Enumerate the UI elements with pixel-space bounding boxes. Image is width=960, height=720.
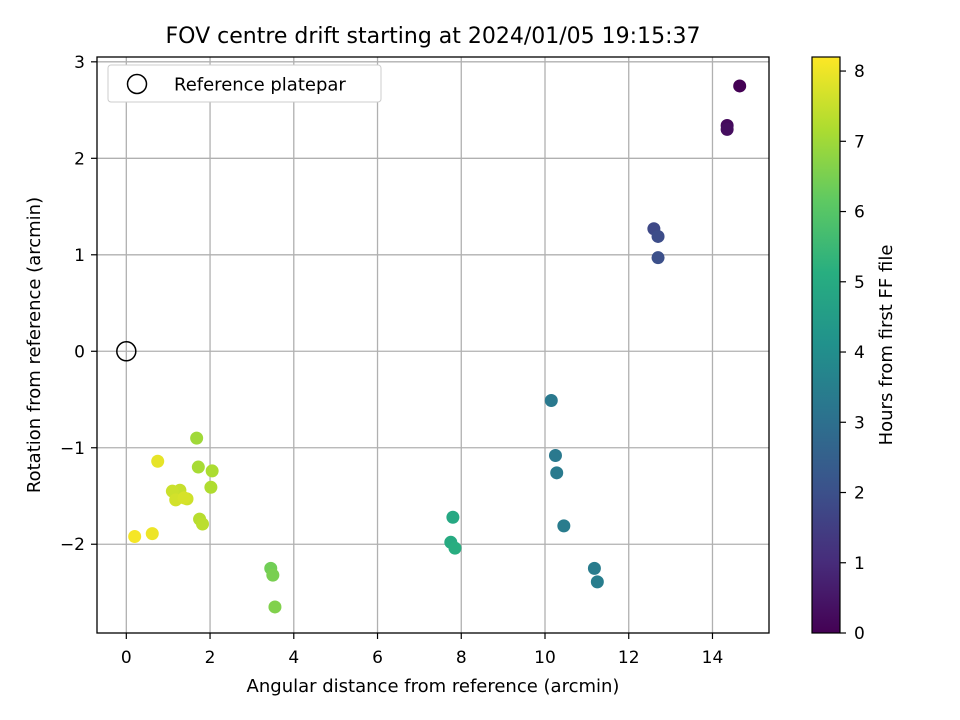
colorbar-tick-label: 6 [854, 203, 865, 223]
y-tick-label: 0 [74, 342, 85, 362]
legend-entry-reference: Reference platepar [174, 75, 346, 96]
x-axis-label: Angular distance from reference (arcmin) [247, 676, 620, 697]
colorbar-ticks: 0 1 2 3 4 5 6 7 8 [840, 62, 865, 644]
y-axis-label: Rotation from reference (arcmin) [24, 197, 45, 493]
data-point [544, 393, 558, 407]
colorbar-tick-label: 3 [854, 413, 865, 433]
data-point [190, 431, 204, 445]
data-point [651, 229, 665, 243]
data-point [196, 517, 210, 531]
y-axis: −2 −1 0 1 2 3 [60, 53, 97, 555]
x-tick-label: 10 [534, 648, 556, 668]
scatter-points [128, 79, 747, 614]
legend-box [107, 64, 382, 103]
data-point [446, 510, 460, 524]
y-tick-label: 1 [74, 246, 85, 266]
y-tick-label: −2 [60, 535, 85, 555]
data-point [268, 600, 282, 614]
colorbar-tick-label: 1 [854, 554, 865, 574]
data-point [557, 519, 571, 533]
x-tick-label: 6 [372, 648, 383, 668]
data-point [266, 568, 280, 582]
legend: Reference platepar [107, 64, 382, 103]
x-tick-label: 14 [702, 648, 724, 668]
data-point [720, 122, 734, 136]
data-point [651, 251, 665, 265]
data-point [128, 530, 142, 544]
colorbar-tick-label: 2 [854, 484, 865, 504]
data-point [448, 541, 462, 555]
y-tick-label: 2 [74, 149, 85, 169]
x-axis: 0 2 4 6 8 10 12 14 [121, 633, 723, 668]
reference-point [116, 341, 137, 362]
colorbar-tick-label: 5 [854, 273, 865, 293]
plot-frame [96, 56, 770, 634]
x-tick-label: 4 [288, 648, 299, 668]
colorbar: 0 1 2 3 4 5 6 7 8 Hours from first FF file [811, 56, 897, 644]
data-point [590, 575, 604, 589]
data-point [548, 448, 562, 462]
x-tick-label: 12 [618, 648, 640, 668]
colorbar-tick-label: 0 [854, 624, 865, 644]
data-point [145, 527, 159, 541]
colorbar-gradient [811, 56, 841, 634]
grid-lines [97, 57, 769, 633]
colorbar-tick-label: 7 [854, 132, 865, 152]
x-tick-label: 0 [121, 648, 132, 668]
data-point [177, 491, 191, 505]
data-point [587, 561, 601, 575]
colorbar-tick-label: 4 [854, 343, 865, 363]
x-tick-label: 2 [205, 648, 216, 668]
colorbar-tick-label: 8 [854, 62, 865, 82]
y-tick-label: 3 [74, 53, 85, 73]
x-tick-label: 8 [456, 648, 467, 668]
y-tick-label: −1 [60, 439, 85, 459]
data-point [550, 466, 564, 480]
chart-title: FOV centre drift starting at 2024/01/05 … [166, 24, 701, 49]
data-point [733, 79, 747, 93]
reference-marker [116, 341, 137, 362]
legend-marker-icon [126, 73, 148, 95]
colorbar-label: Hours from first FF file [876, 245, 897, 446]
data-point [205, 464, 219, 478]
data-point [151, 454, 165, 468]
data-point [204, 480, 218, 494]
data-point [191, 460, 205, 474]
